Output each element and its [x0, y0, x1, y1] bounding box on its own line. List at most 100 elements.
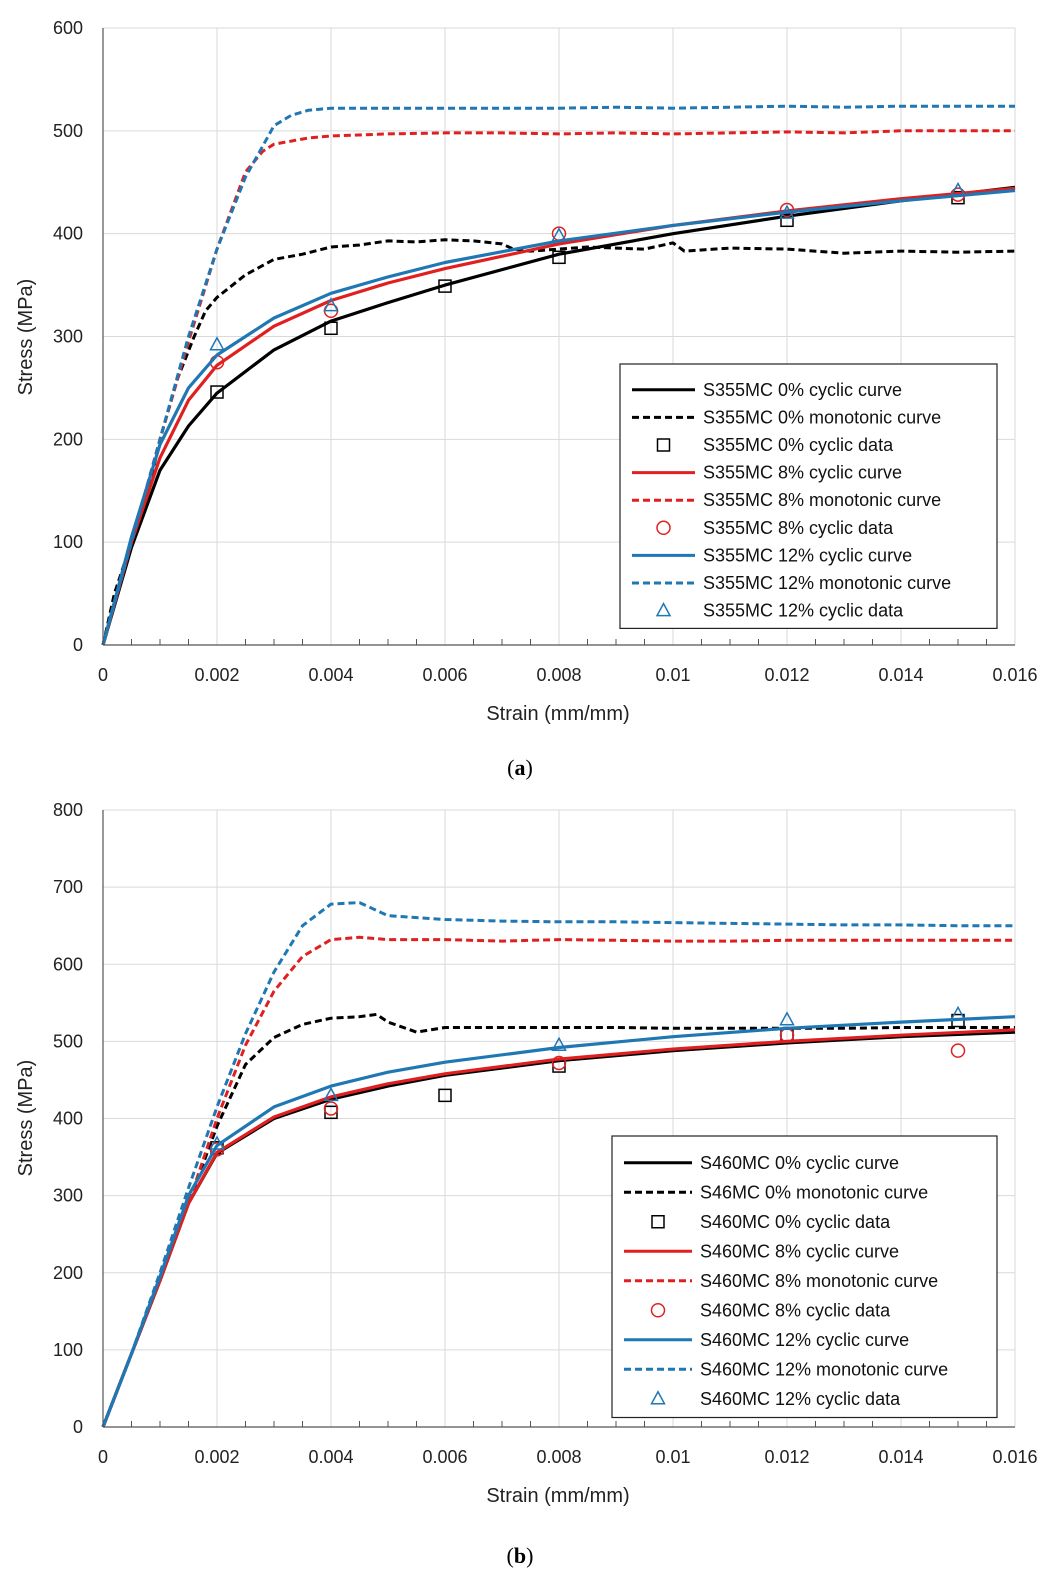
chart-a-legend-label: S355MC 12% cyclic data — [703, 601, 904, 621]
chart-b-axes: 0 0.002 0.004 0.006 0.008 0.01 0.012 0.014 0.016… — [53, 800, 1038, 1467]
chart-a-legend-item: S355MC 12% monotonic curve — [632, 573, 951, 593]
chart-b-caption: (b) — [507, 1543, 534, 1568]
chart-a-x-tick-label: 0 — [98, 665, 108, 685]
chart-a-caption-letter: a — [515, 755, 526, 780]
chart-b-series-9-markers — [209, 1005, 966, 1150]
chart-a-x-tick-label: 0.006 — [422, 665, 467, 685]
chart-a-series-9-point — [323, 297, 339, 312]
chart-a-series-9-point — [950, 181, 966, 197]
chart-b-x-tick-label: 0.012 — [764, 1447, 809, 1467]
chart-b-series-6-point — [950, 1043, 966, 1058]
chart-a-legend-label: S355MC 0% cyclic data — [703, 435, 894, 455]
chart-b-series-9-point — [779, 1011, 795, 1026]
chart-a-legend-item: S355MC 12% cyclic curve — [632, 545, 912, 565]
chart-a-x-tick-label: 0.016 — [992, 665, 1037, 685]
chart-b-legend-item: S460MC 8% monotonic curve — [624, 1271, 938, 1291]
chart-a-legend-label: S355MC 0% monotonic curve — [703, 407, 941, 427]
chart-a-legend-label: S355MC 0% cyclic curve — [703, 380, 902, 400]
chart-b-x-tick-label: 0.002 — [194, 1447, 239, 1467]
chart-b-series-5-line — [101, 935, 1015, 1428]
chart-b-y-tick-label: 500 — [53, 1031, 83, 1051]
chart-a-series-1-line — [101, 185, 1016, 646]
chart-a-x-tick-label: 0.008 — [536, 665, 581, 685]
chart-b-y-tick-label: 700 — [53, 877, 83, 897]
chart-a-legend-item: S355MC 12% cyclic data — [655, 601, 904, 621]
chart-b-series-6-point — [323, 1101, 339, 1116]
chart-a-y-axis-label: Stress (MPa) — [15, 279, 37, 396]
chart-a-series-8-line — [101, 104, 1015, 646]
chart-b-series — [101, 901, 1016, 1428]
chart-b-y-tick-label: 100 — [53, 1340, 83, 1360]
chart-b-legend-label: S46MC 0% monotonic curve — [700, 1182, 928, 1202]
chart-b-legend-label: S460MC 8% monotonic curve — [700, 1271, 938, 1291]
chart-a-legend-label: S355MC 8% cyclic curve — [703, 463, 902, 483]
chart-a-x-tick-label: 0.01 — [655, 665, 690, 685]
chart-a-y-tick-label: 500 — [53, 121, 83, 141]
chart-b-series-3-point — [438, 1088, 452, 1103]
chart-b-series-9-point — [323, 1086, 339, 1102]
chart-b-y-tick-label: 600 — [53, 954, 83, 974]
chart-b-series-6-point — [551, 1055, 567, 1071]
chart-a-series — [101, 104, 1016, 646]
chart-b-legend-label: S460MC 8% cyclic curve — [700, 1241, 899, 1261]
chart-b-y-tick-label: 400 — [53, 1109, 83, 1129]
chart-a-axes: 0 0.002 0.004 0.006 0.008 0.01 0.012 0.014 0.016… — [53, 18, 1038, 685]
chart-a-series-3-point — [210, 385, 224, 399]
chart-b-legend-item: S460MC 8% cyclic curve — [624, 1241, 899, 1261]
chart-b-x-tick-label: 0.01 — [655, 1447, 690, 1467]
chart-b-legend-label: S460MC 0% cyclic data — [700, 1212, 891, 1232]
chart-a-x-axis-label: Strain (mm/mm) — [486, 703, 629, 725]
chart-b-legend-label: S460MC 12% cyclic data — [700, 1389, 901, 1409]
chart-b-x-tick-label: 0.014 — [878, 1447, 923, 1467]
chart-a-y-tick-label: 100 — [53, 532, 83, 552]
chart-b-legend-label: S460MC 8% cyclic data — [700, 1300, 891, 1320]
chart-b-legend-marker — [650, 1303, 666, 1318]
chart-b-legend-item: S460MC 0% cyclic data — [651, 1212, 891, 1232]
chart-a-x-tick-label: 0.002 — [194, 665, 239, 685]
chart-a-legend-item: S355MC 0% cyclic curve — [632, 380, 902, 400]
chart-a-y-tick-label: 0 — [73, 635, 83, 655]
chart-b-legend-label: S460MC 12% cyclic curve — [700, 1330, 909, 1350]
chart-b-series-9-point — [209, 1135, 225, 1150]
chart-b-y-tick-label: 800 — [53, 800, 83, 820]
chart-b-legend-item: S460MC 8% cyclic data — [650, 1300, 891, 1320]
chart-a-legend-marker — [656, 438, 671, 452]
chart-b-legend-marker — [650, 1390, 666, 1405]
chart-a-legend-item: S355MC 0% cyclic data — [656, 435, 894, 455]
chart-a-y-tick-label: 200 — [53, 429, 83, 449]
chart-a-series-9-point — [551, 227, 567, 242]
chart-a-y-tick-label: 600 — [53, 18, 83, 38]
chart-b-y-axis-label: Stress (MPa) — [15, 1060, 37, 1177]
chart-b-y-tick-label: 200 — [53, 1263, 83, 1283]
chart-b-series-9-point — [551, 1036, 567, 1051]
chart-b-legend-item: S460MC 12% cyclic data — [650, 1389, 901, 1409]
chart-a-series-9-point — [209, 336, 225, 351]
chart-b-x-tick-label: 0 — [98, 1447, 108, 1467]
chart-a-legend-marker — [656, 520, 671, 536]
chart-b-x-tick-label: 0.004 — [308, 1447, 353, 1467]
chart-b-y-tick-label: 300 — [53, 1186, 83, 1206]
chart-a-series-3-point — [438, 279, 452, 293]
chart-a-legend-label: S355MC 12% monotonic curve — [703, 573, 951, 593]
chart-b-legend-item: S460MC 12% monotonic curve — [624, 1359, 948, 1379]
chart-a-legend-label: S355MC 8% cyclic data — [703, 518, 894, 538]
chart-a-legend-item: S355MC 0% monotonic curve — [632, 407, 941, 427]
chart-b-x-tick-label: 0.016 — [992, 1447, 1037, 1467]
chart-a-series-3-point — [552, 250, 566, 265]
chart-b-legend: S460MC 0% cyclic curve S46MC 0% monotonic… — [611, 1135, 998, 1419]
chart-a-legend-item: S355MC 8% cyclic data — [656, 518, 894, 538]
chart-b-legend-box — [611, 1135, 998, 1419]
chart-a-x-tick-label: 0.014 — [878, 665, 923, 685]
chart-b-legend-label: S460MC 12% monotonic curve — [700, 1359, 948, 1379]
chart-b-caption-letter: b — [514, 1543, 526, 1568]
chart-a-legend-marker — [655, 602, 672, 617]
chart-b: 0 0.002 0.004 0.006 0.008 0.01 0.012 0.014 0.016… — [15, 800, 1038, 1568]
chart-b-legend-item: S460MC 12% cyclic curve — [624, 1330, 909, 1350]
chart-a-y-tick-label: 400 — [53, 224, 83, 244]
chart-b-legend-label: S460MC 0% cyclic curve — [700, 1153, 899, 1173]
chart-b-x-tick-label: 0.008 — [536, 1447, 581, 1467]
chart-a-legend: S355MC 0% cyclic curve S355MC 0% monotoni… — [619, 363, 998, 629]
chart-a-x-tick-label: 0.004 — [308, 665, 353, 685]
chart-b-x-tick-label: 0.006 — [422, 1447, 467, 1467]
chart-a-series-9-markers — [209, 181, 966, 351]
